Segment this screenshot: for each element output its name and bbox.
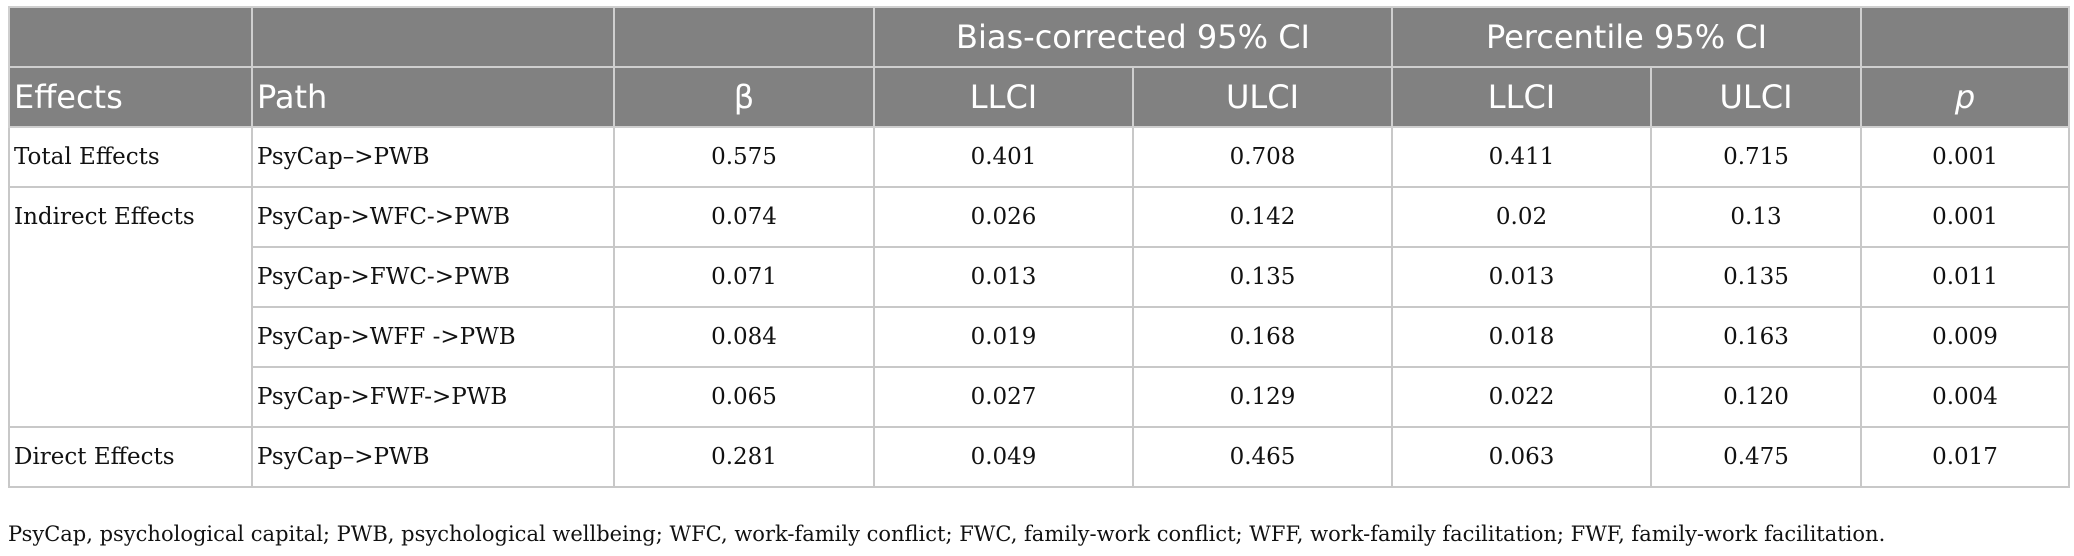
bc-llci-cell: 0.027 — [873, 366, 1134, 428]
percentile-ulci-cell: 0.715 — [1650, 126, 1862, 188]
table-header: Bias-corrected 95% CI Percentile 95% CI … — [8, 6, 2070, 128]
bc-ulci-cell: 0.142 — [1132, 186, 1393, 248]
p-value-cell: 0.011 — [1860, 246, 2070, 308]
table-row: PsyCap->FWC->PWB 0.071 0.013 0.135 0.013… — [9, 246, 2070, 308]
percentile-ulci-cell: 0.13 — [1650, 186, 1862, 248]
table-body: Total Effects PsyCap–>PWB 0.575 0.401 0.… — [8, 126, 2070, 488]
path-cell: PsyCap->WFF ->PWB — [251, 306, 615, 368]
header-empty-cell — [8, 6, 253, 68]
results-table: Bias-corrected 95% CI Percentile 95% CI … — [8, 6, 2070, 488]
beta-cell: 0.084 — [613, 306, 875, 368]
percentile-llci-cell: 0.063 — [1391, 426, 1652, 488]
path-cell: PsyCap–>PWB — [251, 126, 615, 188]
column-header-beta: β — [613, 66, 875, 128]
bc-llci-cell: 0.019 — [873, 306, 1134, 368]
bc-llci-cell: 0.401 — [873, 126, 1134, 188]
percentile-ulci-cell: 0.475 — [1650, 426, 1862, 488]
header-empty-cell — [613, 6, 875, 68]
results-table-container: Bias-corrected 95% CI Percentile 95% CI … — [8, 6, 2070, 488]
p-value-cell: 0.009 — [1860, 306, 2070, 368]
column-header-bc-llci: LLCI — [873, 66, 1134, 128]
p-value-cell: 0.001 — [1860, 126, 2070, 188]
percentile-llci-cell: 0.013 — [1391, 246, 1652, 308]
table-row: Total Effects PsyCap–>PWB 0.575 0.401 0.… — [8, 126, 2070, 188]
header-empty-cell — [251, 6, 615, 68]
table-row: PsyCap->FWF->PWB 0.065 0.027 0.129 0.022… — [9, 366, 2070, 428]
p-value-cell: 0.001 — [1860, 186, 2070, 248]
header-bias-corrected-ci: Bias-corrected 95% CI — [873, 6, 1393, 68]
percentile-llci-cell: 0.411 — [1391, 126, 1652, 188]
column-header-bc-ulci: ULCI — [1132, 66, 1393, 128]
percentile-llci-cell: 0.02 — [1391, 186, 1652, 248]
p-value-cell: 0.017 — [1860, 426, 2070, 488]
header-percentile-ci: Percentile 95% CI — [1391, 6, 1862, 68]
table-row: Indirect Effects PsyCap->WFC->PWB 0.074 … — [8, 186, 2070, 428]
percentile-ulci-cell: 0.135 — [1650, 246, 1862, 308]
path-cell: PsyCap->WFC->PWB — [251, 186, 615, 248]
percentile-llci-cell: 0.018 — [1391, 306, 1652, 368]
percentile-ulci-cell: 0.120 — [1650, 366, 1862, 428]
path-cell: PsyCap->FWC->PWB — [251, 246, 615, 308]
column-header-p-value: p — [1860, 66, 2070, 128]
effect-group-indirect: Indirect Effects — [8, 186, 253, 428]
beta-cell: 0.071 — [613, 246, 875, 308]
beta-cell: 0.575 — [613, 126, 875, 188]
bc-llci-cell: 0.049 — [873, 426, 1134, 488]
column-header-effects: Effects — [8, 66, 253, 128]
header-empty-cell — [1860, 6, 2070, 68]
p-value-cell: 0.004 — [1860, 366, 2070, 428]
bc-llci-cell: 0.026 — [873, 186, 1134, 248]
bc-ulci-cell: 0.465 — [1132, 426, 1393, 488]
column-header-percentile-ulci: ULCI — [1650, 66, 1862, 128]
bc-ulci-cell: 0.168 — [1132, 306, 1393, 368]
bc-ulci-cell: 0.135 — [1132, 246, 1393, 308]
table-footnote: PsyCap, psychological capital; PWB, psyc… — [8, 522, 1886, 546]
path-cell: PsyCap–>PWB — [251, 426, 615, 488]
beta-cell: 0.074 — [613, 186, 875, 248]
table-row: PsyCap->WFF ->PWB 0.084 0.019 0.168 0.01… — [9, 306, 2070, 368]
table-row: Direct Effects PsyCap–>PWB 0.281 0.049 0… — [8, 426, 2070, 488]
beta-cell: 0.281 — [613, 426, 875, 488]
percentile-llci-cell: 0.022 — [1391, 366, 1652, 428]
beta-cell: 0.065 — [613, 366, 875, 428]
effect-group-direct: Direct Effects — [8, 426, 253, 488]
percentile-ulci-cell: 0.163 — [1650, 306, 1862, 368]
bc-ulci-cell: 0.129 — [1132, 366, 1393, 428]
bc-ulci-cell: 0.708 — [1132, 126, 1393, 188]
header-row-top: Bias-corrected 95% CI Percentile 95% CI — [8, 6, 2070, 68]
header-row-columns: Effects Path β LLCI ULCI LLCI ULCI p — [8, 66, 2070, 128]
path-cell: PsyCap->FWF->PWB — [251, 366, 615, 428]
effect-group-total: Total Effects — [8, 126, 253, 188]
column-header-percentile-llci: LLCI — [1391, 66, 1652, 128]
column-header-path: Path — [251, 66, 615, 128]
bc-llci-cell: 0.013 — [873, 246, 1134, 308]
